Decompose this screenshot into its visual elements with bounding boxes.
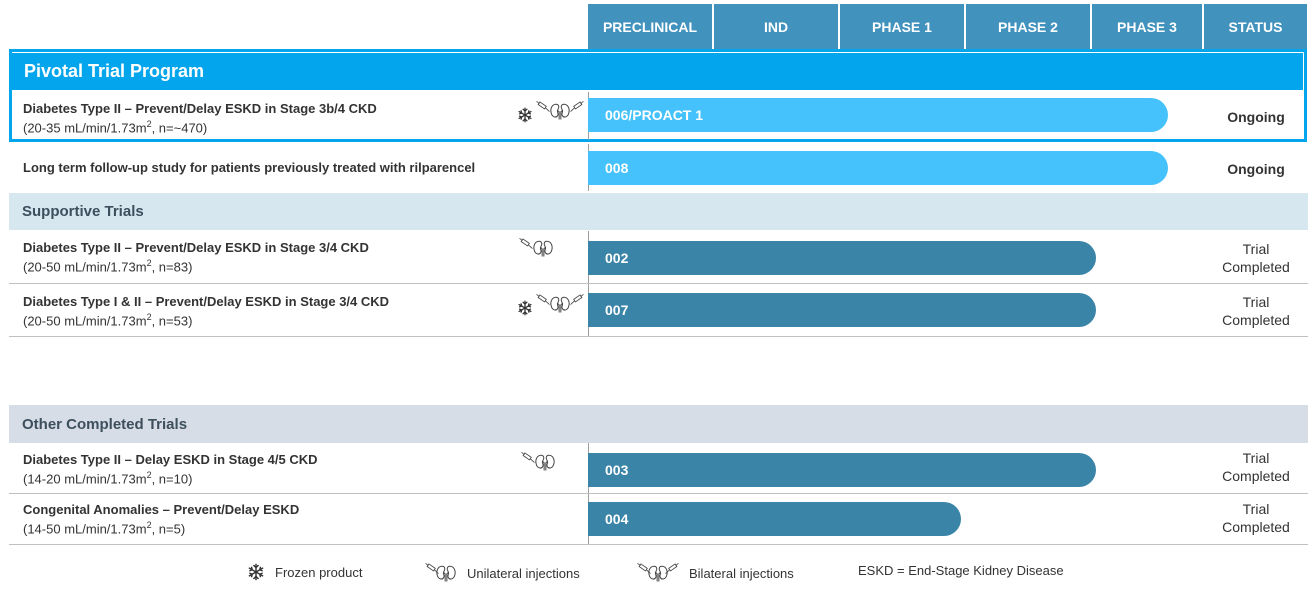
syringe-left-icon	[536, 100, 550, 114]
row-divider	[9, 493, 1308, 494]
progress-bar-007: 007	[588, 293, 1096, 327]
syringe-left-icon	[521, 451, 535, 465]
trial-title: Diabetes Type II – Delay ESKD in Stage 4…	[23, 452, 318, 467]
bar-label: 006/PROACT 1	[605, 107, 704, 123]
row-icons	[519, 238, 554, 258]
bar-label: 008	[605, 160, 629, 176]
snowflake-icon	[517, 107, 533, 123]
trial-subtitle: (20-50 mL/min/1.73m2, n=53)	[23, 312, 193, 329]
section-title: Supportive Trials	[22, 203, 144, 220]
syringe-right-icon	[665, 562, 679, 576]
pivotal-section-frame	[9, 49, 1307, 142]
status-ongoing: Ongoing	[1227, 109, 1285, 125]
section-header-supportive: Supportive Trials	[9, 193, 1308, 230]
row-icons	[517, 292, 584, 316]
snowflake-icon	[517, 300, 533, 316]
legend-label: ESKD = End-Stage Kidney Disease	[858, 563, 1064, 578]
trial-subtitle: (20-35 mL/min/1.73m2, n=~470)	[23, 119, 208, 136]
kidneys-icon	[549, 294, 571, 314]
row-icons	[521, 452, 556, 472]
row-divider	[9, 283, 1308, 284]
syringe-left-icon	[536, 293, 550, 307]
section-title: Other Completed Trials	[22, 415, 188, 433]
syringe-right-icon	[570, 100, 584, 114]
bar-label: 004	[605, 511, 629, 527]
progress-bar-002: 002	[588, 241, 1096, 275]
trial-title: Long term follow-up study for patients p…	[23, 160, 476, 175]
trial-title: Congenital Anomalies – Prevent/Delay ESK…	[23, 502, 300, 517]
status-trial-completed: Trial Completed	[1222, 501, 1290, 535]
trial-row-007: Diabetes Type I & II – Prevent/Delay ESK…	[23, 294, 389, 328]
trial-row-002: Diabetes Type II – Prevent/Delay ESKD in…	[23, 240, 369, 274]
row-divider	[9, 544, 1308, 545]
trial-row-003: Diabetes Type II – Delay ESKD in Stage 4…	[23, 452, 318, 486]
section-title: Pivotal Trial Program	[24, 61, 205, 81]
legend-frozen: Frozen product	[247, 563, 362, 581]
snowflake-icon	[247, 563, 265, 581]
legend-label: Bilateral injections	[689, 565, 794, 581]
trial-row-004: Congenital Anomalies – Prevent/Delay ESK…	[23, 502, 299, 536]
trial-row-008: Long term follow-up study for patients p…	[23, 160, 475, 175]
kidneys-icon	[534, 452, 556, 472]
status-ongoing: Ongoing	[1227, 161, 1285, 177]
progress-bar-004: 004	[588, 502, 961, 536]
column-header-status: STATUS	[1204, 4, 1307, 49]
trial-subtitle: (14-50 mL/min/1.73m2, n=5)	[23, 520, 186, 537]
trial-title: Diabetes Type II – Prevent/Delay ESKD in…	[23, 101, 377, 116]
progress-bar-003: 003	[588, 453, 1096, 487]
bar-label: 002	[605, 250, 629, 266]
column-header-ind: IND	[714, 4, 838, 49]
bar-label: 007	[605, 302, 629, 318]
trial-subtitle: (14-20 mL/min/1.73m2, n=10)	[23, 470, 193, 487]
syringe-left-icon	[519, 237, 533, 251]
column-header-phase-3: PHASE 3	[1092, 4, 1202, 49]
bar-label: 003	[605, 462, 629, 478]
trial-title: Diabetes Type II – Prevent/Delay ESKD in…	[23, 240, 369, 255]
trial-subtitle: (20-50 mL/min/1.73m2, n=83)	[23, 258, 193, 275]
section-header-pivotal: Pivotal Trial Program	[11, 53, 1303, 90]
status-trial-completed: Trial Completed	[1222, 241, 1290, 275]
column-header-preclinical: PRECLINICAL	[588, 4, 712, 49]
kidneys-icon	[435, 563, 457, 583]
progress-bar-008: 008	[588, 151, 1168, 185]
legend-unilateral: Unilateral injections	[425, 563, 580, 583]
row-divider	[9, 336, 1308, 337]
section-header-other-completed: Other Completed Trials	[9, 405, 1308, 443]
progress-bar-006: 006/PROACT 1	[588, 98, 1168, 132]
status-trial-completed: Trial Completed	[1222, 450, 1290, 484]
trial-row-006: Diabetes Type II – Prevent/Delay ESKD in…	[23, 101, 377, 135]
row-icons	[517, 99, 584, 123]
legend-label: Unilateral injections	[467, 565, 580, 581]
kidneys-icon	[549, 101, 571, 121]
status-trial-completed: Trial Completed	[1222, 294, 1290, 328]
column-header-phase-2: PHASE 2	[966, 4, 1090, 49]
column-header-phase-1: PHASE 1	[840, 4, 964, 49]
legend-bilateral: Bilateral injections	[637, 563, 794, 583]
kidneys-icon	[532, 238, 554, 258]
syringe-right-icon	[570, 293, 584, 307]
trial-title: Diabetes Type I & II – Prevent/Delay ESK…	[23, 294, 390, 309]
legend-eskd-definition: ESKD = End-Stage Kidney Disease	[858, 563, 1064, 578]
legend-label: Frozen product	[275, 564, 363, 580]
